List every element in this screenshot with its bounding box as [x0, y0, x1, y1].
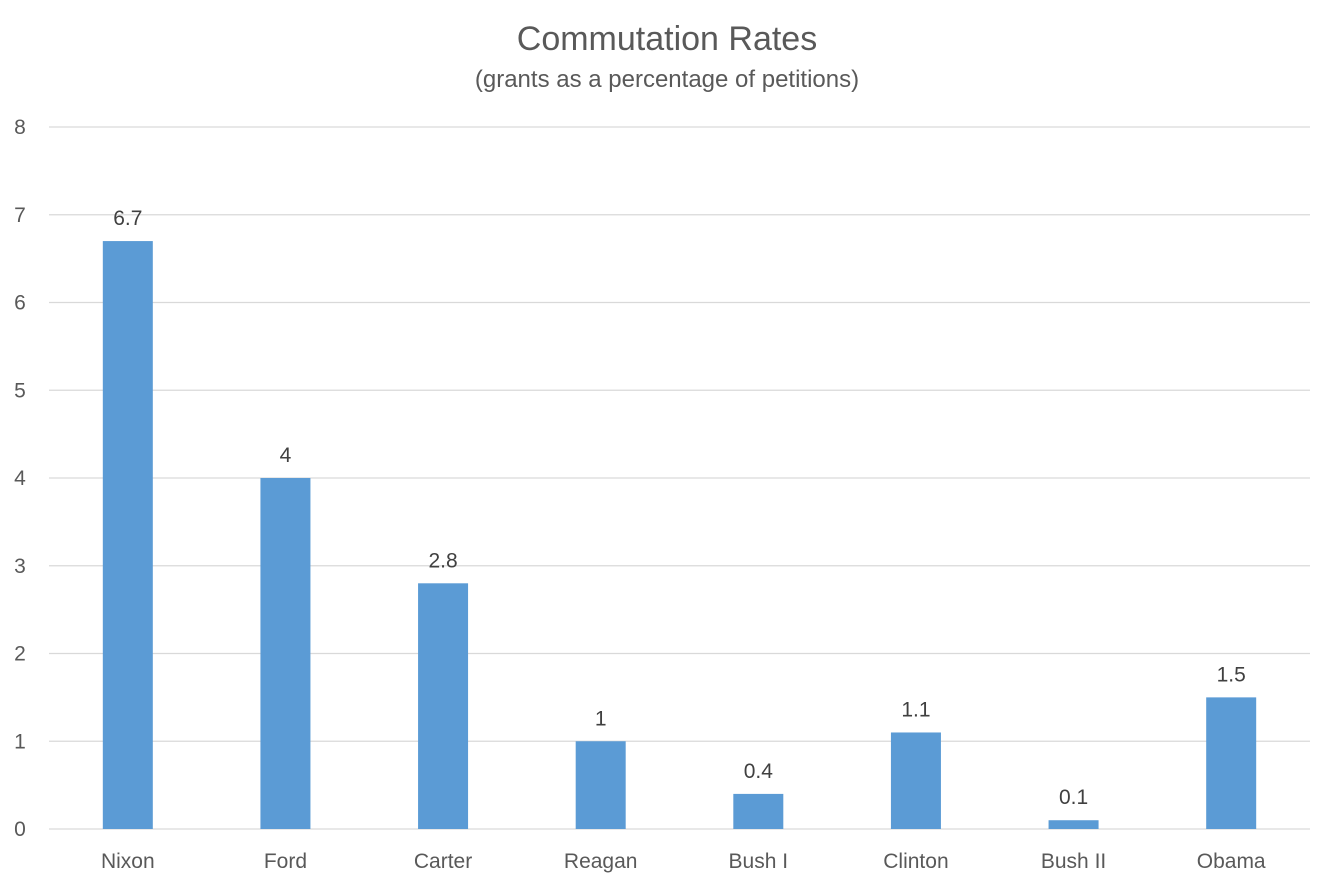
data-label: 1 — [595, 707, 607, 730]
data-label: 1.5 — [1217, 663, 1246, 686]
x-tick-label: Bush II — [1041, 850, 1106, 873]
bar-clinton — [890, 732, 941, 829]
x-axis-ticks: Nixon Ford Carter Reagan Bush I Clinton Bush I… — [101, 850, 1266, 873]
bars — [102, 241, 1257, 829]
bar-carter — [418, 583, 469, 829]
bar-obama — [1206, 697, 1257, 829]
y-tick-label: 0 — [14, 818, 26, 841]
data-label: 6.7 — [113, 207, 142, 230]
y-tick-label: 6 — [14, 292, 26, 315]
data-labels: 6.7 4 2.8 1 0.4 1.1 0.1 1.5 — [113, 207, 1246, 809]
x-tick-label: Carter — [414, 850, 472, 873]
y-tick-label: 3 — [14, 555, 26, 578]
bar-nixon — [102, 241, 153, 829]
bar-bush-ii — [1048, 820, 1099, 829]
bar-reagan — [575, 741, 626, 829]
data-label: 0.1 — [1059, 786, 1088, 809]
x-tick-label: Nixon — [101, 850, 155, 873]
y-axis-ticks: 0 1 2 3 4 5 6 7 8 — [14, 116, 26, 841]
chart-title: Commutation Rates — [516, 20, 818, 58]
chart-subtitle: (grants as a percentage of petitions) — [474, 66, 860, 93]
data-label: 0.4 — [744, 760, 774, 783]
y-tick-label: 8 — [14, 116, 26, 139]
bar-bush-i — [733, 793, 784, 829]
y-tick-label: 4 — [14, 467, 26, 490]
data-label: 1.1 — [901, 698, 930, 721]
gridlines — [49, 126, 1310, 830]
x-tick-label: Ford — [264, 850, 307, 873]
x-tick-label: Clinton — [883, 850, 948, 873]
data-label: 4 — [280, 444, 292, 467]
x-tick-label: Reagan — [564, 850, 638, 873]
x-tick-label: Bush I — [729, 850, 789, 873]
y-tick-label: 2 — [14, 643, 26, 666]
x-tick-label: Obama — [1197, 850, 1266, 873]
y-tick-label: 5 — [14, 379, 26, 402]
data-label: 2.8 — [428, 549, 457, 572]
y-tick-label: 7 — [14, 204, 26, 227]
bar-ford — [260, 478, 311, 829]
y-tick-label: 1 — [14, 730, 26, 753]
